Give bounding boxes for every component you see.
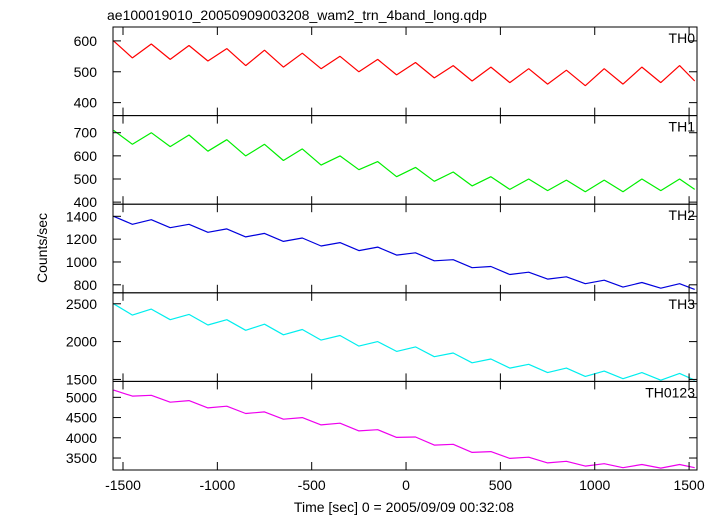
y-tick-label: 500 [74,64,98,80]
y-tick-label: 1400 [66,208,97,224]
y-tick-label: 2500 [66,296,97,312]
x-tick-label: 1500 [673,477,704,493]
data-line [113,215,695,290]
data-line [113,389,695,469]
y-tick-label: 1000 [66,254,97,270]
y-tick-label: 1200 [66,231,97,247]
y-tick-label: 600 [74,148,98,164]
y-tick-label: 2000 [66,334,97,350]
panel-label: TH0 [669,30,696,46]
panel-label: TH0123 [645,384,695,400]
panel-label: TH3 [669,296,696,312]
y-tick-label: 400 [74,95,98,111]
chart-title: ae100019010_20050909003208_wam2_trn_4ban… [107,7,487,23]
y-tick-label: 3500 [66,450,97,466]
panel-label: TH1 [669,119,696,135]
x-tick-label: 500 [489,477,513,493]
panel-frame [112,26,698,117]
y-tick-label: 700 [74,125,98,141]
y-tick-label: 400 [74,194,98,210]
y-tick-label: 4500 [66,410,97,426]
y-tick-label: 800 [74,277,98,293]
y-tick-label: 5000 [66,389,97,405]
data-line [113,303,695,381]
panel-frame [112,292,698,382]
x-tick-label: -1000 [199,477,235,493]
panel-frame [112,115,698,205]
x-tick-label: 0 [402,477,410,493]
x-tick-label: 1000 [579,477,610,493]
y-axis-label: Counts/sec [34,213,50,283]
y-tick-label: 600 [74,33,98,49]
x-tick-label: -500 [298,477,326,493]
x-tick-label: -1500 [105,477,141,493]
data-line [113,129,696,193]
x-axis-label: Time [sec] 0 = 2005/09/09 00:32:08 [294,499,514,515]
y-tick-label: 500 [74,171,98,187]
panel-frame [112,203,698,294]
data-line [113,40,696,87]
panel-frame [112,380,698,471]
panel-label: TH2 [669,207,696,223]
y-tick-label: 4000 [66,430,97,446]
y-tick-label: 1500 [66,371,97,387]
